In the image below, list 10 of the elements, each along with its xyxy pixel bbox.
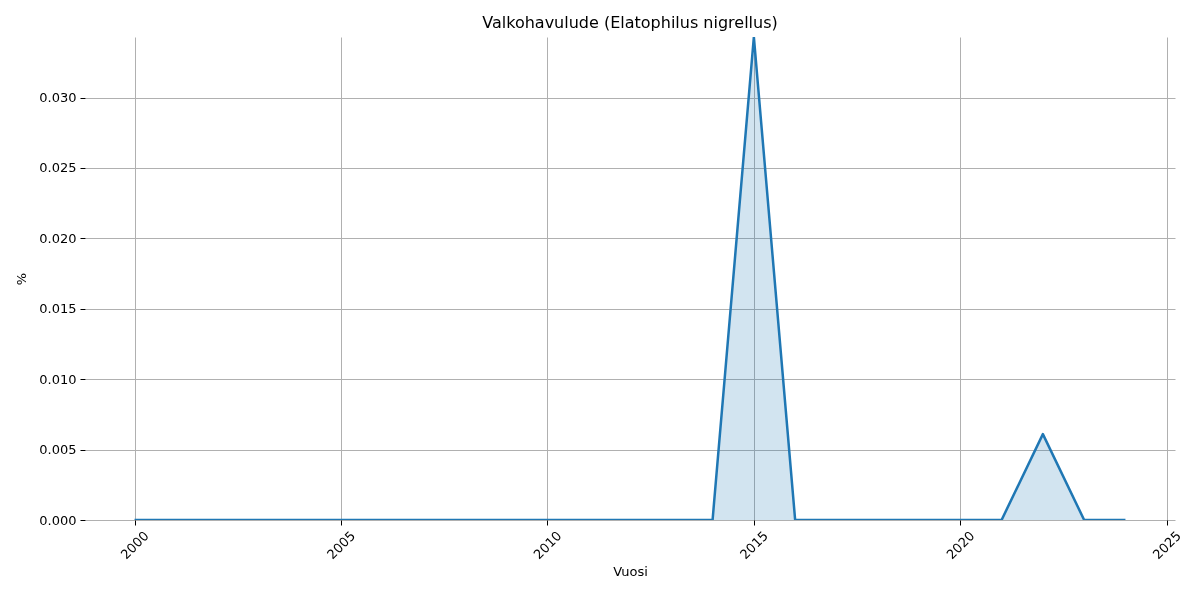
y-tick-label: 0.005 [39, 442, 77, 458]
chart-title: Valkohavulude (Elatophilus nigrellus) [482, 13, 778, 32]
y-tick-label: 0.025 [39, 160, 77, 176]
x-axis-title: Vuosi [613, 564, 648, 580]
y-axis-title: % [14, 272, 30, 286]
y-tick-label: 0.000 [39, 512, 77, 528]
y-tick-label: 0.020 [39, 230, 77, 246]
y-tick-label: 0.010 [39, 371, 77, 387]
y-tick-label: 0.015 [39, 301, 77, 317]
y-tick-label: 0.030 [39, 90, 77, 106]
